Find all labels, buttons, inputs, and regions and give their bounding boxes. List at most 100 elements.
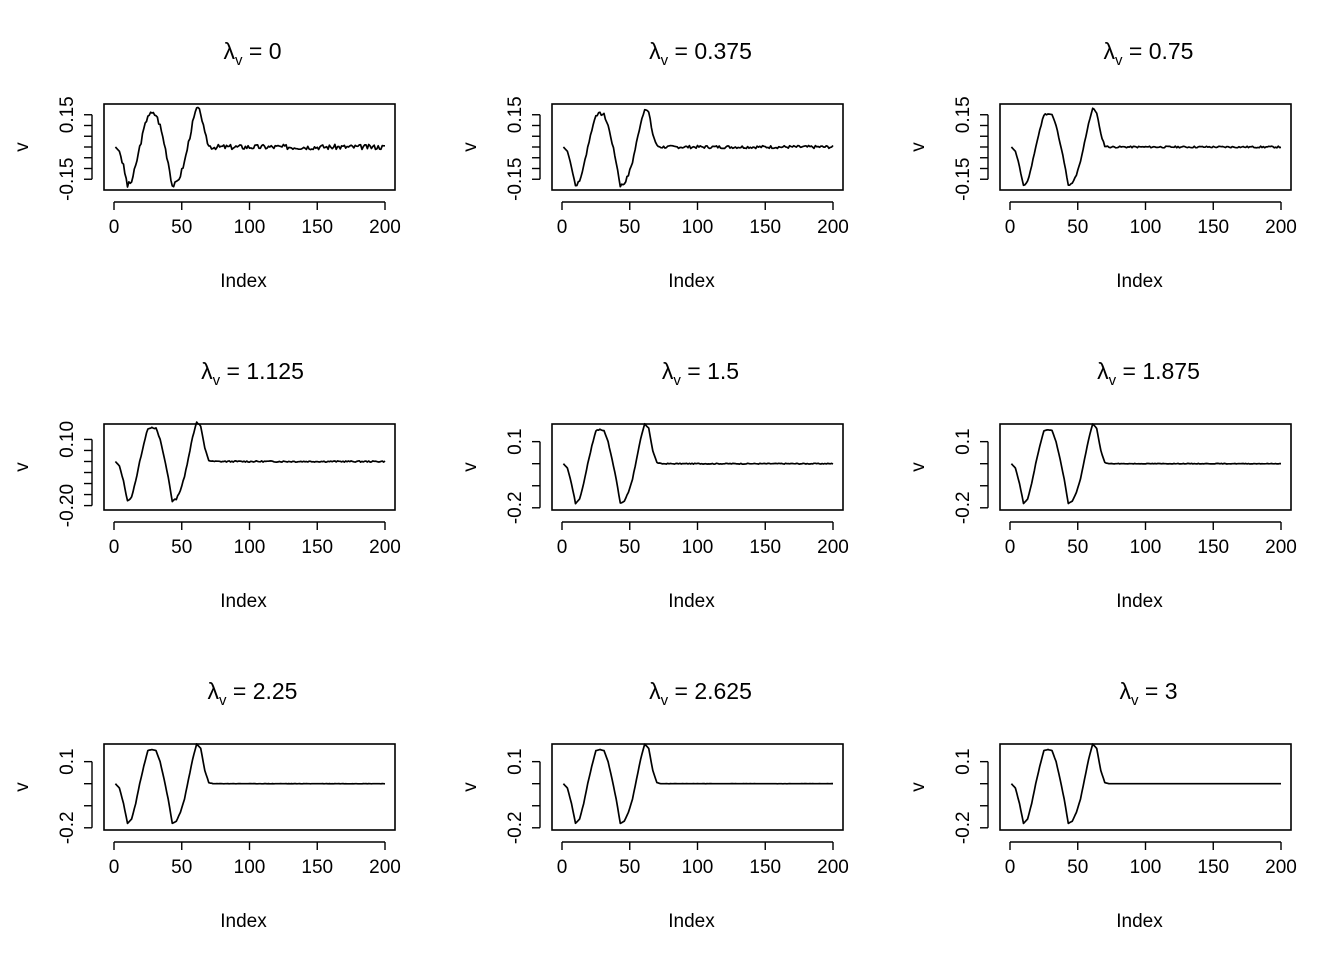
plot-frame xyxy=(103,423,396,511)
y-tick-label: 0.1 xyxy=(57,748,78,774)
x-tick-label: 50 xyxy=(1067,537,1088,558)
x-tick-label: 200 xyxy=(369,217,401,238)
series-line xyxy=(114,421,386,503)
y-tick-label: 0.1 xyxy=(505,748,526,774)
y-tick-label: 0.15 xyxy=(953,96,974,133)
plot-frame xyxy=(999,743,1292,831)
y-axis-label: v xyxy=(12,782,33,792)
x-tick-label: 200 xyxy=(817,217,849,238)
x-tick-label: 150 xyxy=(301,857,333,878)
y-axis-label: v xyxy=(460,462,481,472)
x-tick-label: 150 xyxy=(1197,217,1229,238)
x-tick-label: 100 xyxy=(682,217,714,238)
series-line xyxy=(1010,743,1281,825)
y-tick-label: -0.2 xyxy=(505,491,526,524)
panel-title: λv = 1.125 xyxy=(201,358,304,389)
y-tick-label: -0.15 xyxy=(505,158,526,201)
x-tick-label: 50 xyxy=(171,857,192,878)
y-axis-label: v xyxy=(460,782,481,792)
x-tick-label: 100 xyxy=(682,857,714,878)
y-tick-label: -0.15 xyxy=(57,158,78,201)
plot-frame xyxy=(551,423,844,511)
x-axis-label: Index xyxy=(1116,911,1163,932)
x-tick-label: 0 xyxy=(557,537,568,558)
plot-frame xyxy=(999,103,1292,191)
panel-9: λv = 3 0 50 100 150 200 Index -0.2 0.1 v xyxy=(908,678,1297,932)
x-tick-label: 150 xyxy=(749,217,781,238)
x-tick-label: 150 xyxy=(1197,537,1229,558)
x-tick-label: 0 xyxy=(109,217,120,238)
x-tick-label: 200 xyxy=(1265,857,1297,878)
panel-title: λv = 3 xyxy=(1119,678,1177,709)
series-line xyxy=(1010,423,1281,505)
x-tick-label: 50 xyxy=(171,217,192,238)
x-tick-label: 200 xyxy=(369,857,401,878)
x-tick-label: 0 xyxy=(1005,857,1016,878)
x-tick-label: 100 xyxy=(234,537,266,558)
panel-title: λv = 1.875 xyxy=(1097,358,1200,389)
y-tick-label: -0.2 xyxy=(953,811,974,844)
y-tick-label: -0.2 xyxy=(953,491,974,524)
y-axis-label: v xyxy=(12,462,33,472)
series-line xyxy=(562,422,834,505)
x-tick-label: 0 xyxy=(109,537,120,558)
y-tick-label: 0.15 xyxy=(57,96,78,133)
y-axis-label: v xyxy=(908,462,929,472)
y-axis-label: v xyxy=(908,142,929,152)
x-axis-label: Index xyxy=(668,271,715,292)
x-axis-label: Index xyxy=(220,271,267,292)
x-tick-label: 50 xyxy=(1067,857,1088,878)
x-tick-label: 0 xyxy=(557,857,568,878)
panel-title: λv = 0 xyxy=(223,38,281,69)
panel-3: λv = 0.75 0 50 100 150 200 Index -0.15 0.15 v xyxy=(908,38,1297,292)
plot-frame xyxy=(551,743,844,831)
panel-8: λv = 2.625 0 50 100 150 200 Index -0.2 0.1 v xyxy=(460,678,849,932)
x-tick-label: 200 xyxy=(817,857,849,878)
x-axis-label: Index xyxy=(1116,591,1163,612)
series-line xyxy=(114,106,385,188)
x-tick-label: 200 xyxy=(1265,217,1297,238)
panel-4: λv = 1.125 0 50 100 150 200 Index -0.20 0.10 v xyxy=(12,358,401,612)
panel-7: λv = 2.25 0 50 100 150 200 Index -0.2 0.1 v xyxy=(12,678,401,932)
x-tick-label: 0 xyxy=(109,857,120,878)
x-tick-label: 100 xyxy=(234,217,266,238)
x-tick-label: 150 xyxy=(301,537,333,558)
x-tick-label: 100 xyxy=(1130,537,1162,558)
x-tick-label: 150 xyxy=(749,857,781,878)
y-axis-label: v xyxy=(908,782,929,792)
series-line xyxy=(562,108,834,188)
series-line xyxy=(562,743,833,825)
y-tick-label: 0.10 xyxy=(57,421,78,458)
y-tick-label: -0.20 xyxy=(57,484,78,527)
x-tick-label: 0 xyxy=(1005,537,1016,558)
x-tick-label: 100 xyxy=(682,537,714,558)
y-tick-label: 0.15 xyxy=(505,96,526,133)
panel-title: λv = 2.625 xyxy=(649,678,752,709)
x-tick-label: 150 xyxy=(1197,857,1229,878)
x-tick-label: 50 xyxy=(171,537,192,558)
panel-6: λv = 1.875 0 50 100 150 200 Index -0.2 0.1 v xyxy=(908,358,1297,612)
x-tick-label: 200 xyxy=(369,537,401,558)
y-tick-label: -0.15 xyxy=(953,158,974,201)
series-line xyxy=(114,743,386,825)
x-tick-label: 50 xyxy=(619,537,640,558)
panel-title: λv = 2.25 xyxy=(208,678,298,709)
plot-frame xyxy=(103,103,396,191)
x-axis-label: Index xyxy=(668,911,715,932)
panel-1: λv = 0 0 50 100 150 200 Index -0.15 0.15 v xyxy=(12,38,401,292)
panel-title: λv = 0.375 xyxy=(649,38,752,69)
x-axis-label: Index xyxy=(1116,271,1163,292)
x-axis-label: Index xyxy=(668,591,715,612)
y-axis-label: v xyxy=(12,142,33,152)
plot-frame xyxy=(103,743,396,831)
x-tick-label: 200 xyxy=(1265,537,1297,558)
x-tick-label: 100 xyxy=(1130,217,1162,238)
y-tick-label: -0.2 xyxy=(505,811,526,844)
y-tick-label: 0.1 xyxy=(505,428,526,454)
x-tick-label: 150 xyxy=(749,537,781,558)
plot-frame xyxy=(999,423,1292,511)
x-tick-label: 0 xyxy=(1005,217,1016,238)
y-tick-label: 0.1 xyxy=(953,748,974,774)
x-axis-label: Index xyxy=(220,591,267,612)
